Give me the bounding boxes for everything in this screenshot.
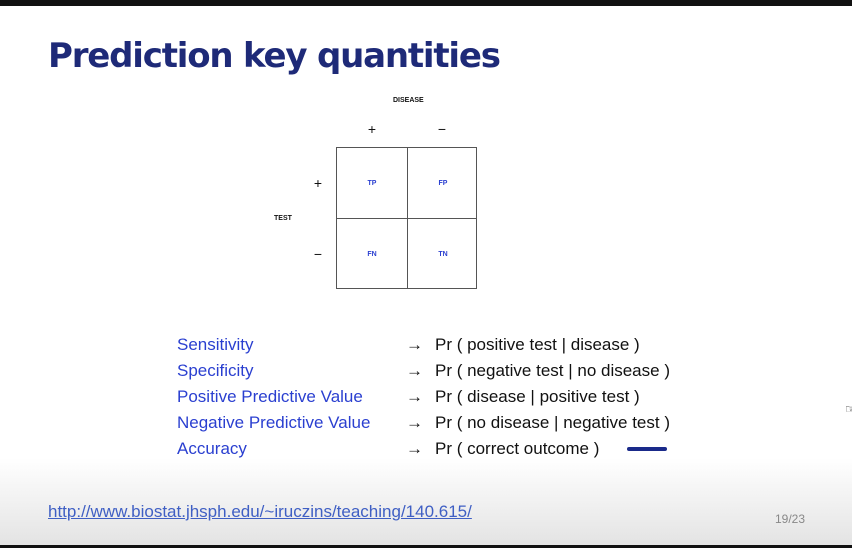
bottom-frame-bar <box>0 545 852 548</box>
arrow-accuracy: → <box>406 439 423 458</box>
term-ppv: Positive Predictive Value <box>177 387 363 406</box>
slide-title: Prediction key quantities <box>48 36 501 76</box>
def-npv: Pr ( no disease | negative test ) <box>435 413 670 432</box>
def-specificity: Pr ( negative test | no disease ) <box>435 361 670 380</box>
bottom-shade <box>0 458 852 545</box>
arrow-npv: → <box>406 413 423 432</box>
confusion-matrix: TP FP FN TN <box>336 147 477 289</box>
test-label: TEST <box>274 215 292 222</box>
cell-tn: TN <box>438 251 448 258</box>
cell-fp: FP <box>438 180 448 187</box>
top-frame-bar <box>0 0 852 6</box>
arrow-sensitivity: → <box>406 335 423 354</box>
cursor-hand-icon: ☞ <box>845 402 852 416</box>
col-plus-sign: + <box>367 121 377 137</box>
term-accuracy: Accuracy <box>177 439 247 458</box>
def-ppv: Pr ( disease | positive test ) <box>435 387 640 406</box>
term-specificity: Specificity <box>177 361 254 380</box>
row-minus-sign: − <box>313 246 323 262</box>
matrix-horizontal-divider <box>337 218 476 219</box>
cell-tp: TP <box>367 180 377 187</box>
row-plus-sign: + <box>313 175 323 191</box>
pen-annotation-mark <box>627 447 667 451</box>
def-sensitivity: Pr ( positive test | disease ) <box>435 335 640 354</box>
term-sensitivity: Sensitivity <box>177 335 254 354</box>
page-number: 19/23 <box>775 512 806 526</box>
col-minus-sign: − <box>437 121 447 137</box>
def-accuracy: Pr ( correct outcome ) <box>435 439 600 458</box>
arrow-specificity: → <box>406 361 423 380</box>
term-npv: Negative Predictive Value <box>177 413 371 432</box>
disease-label: DISEASE <box>393 97 424 104</box>
reference-link[interactable]: http://www.biostat.jhsph.edu/~iruczins/t… <box>48 502 472 521</box>
cell-fn: FN <box>367 251 377 258</box>
arrow-ppv: → <box>406 387 423 406</box>
